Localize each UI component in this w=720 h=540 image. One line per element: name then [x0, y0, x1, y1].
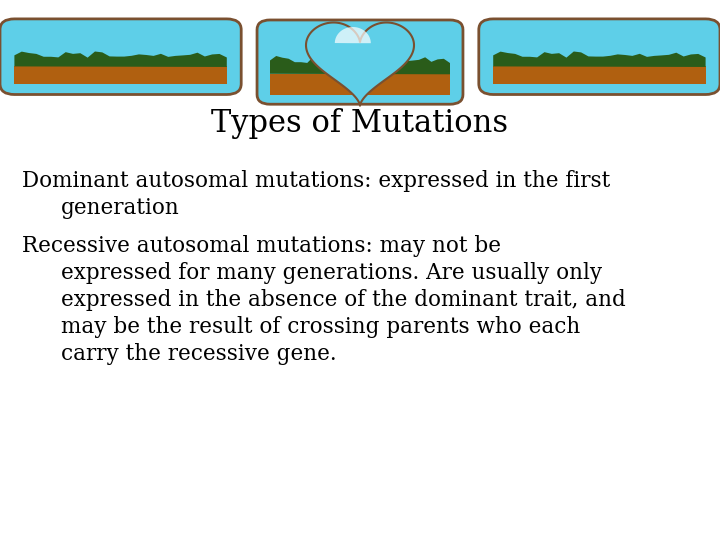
FancyBboxPatch shape: [257, 20, 463, 104]
Polygon shape: [306, 23, 414, 105]
Text: expressed in the absence of the dominant trait, and: expressed in the absence of the dominant…: [61, 289, 626, 311]
Text: Recessive autosomal mutations: may not be: Recessive autosomal mutations: may not b…: [22, 235, 500, 257]
Bar: [270, 74, 450, 94]
Text: Types of Mutations: Types of Mutations: [212, 108, 508, 139]
Text: carry the recessive gene.: carry the recessive gene.: [61, 343, 337, 365]
Text: expressed for many generations. Are usually only: expressed for many generations. Are usua…: [61, 262, 603, 284]
Polygon shape: [14, 51, 227, 67]
Polygon shape: [493, 51, 706, 67]
FancyBboxPatch shape: [0, 19, 241, 94]
FancyBboxPatch shape: [479, 19, 720, 94]
Text: Dominant autosomal mutations: expressed in the first: Dominant autosomal mutations: expressed …: [22, 170, 610, 192]
Text: may be the result of crossing parents who each: may be the result of crossing parents wh…: [61, 316, 580, 338]
Bar: [493, 66, 706, 84]
Polygon shape: [270, 56, 450, 75]
Polygon shape: [335, 27, 371, 43]
Text: generation: generation: [61, 197, 180, 219]
Bar: [14, 66, 227, 84]
